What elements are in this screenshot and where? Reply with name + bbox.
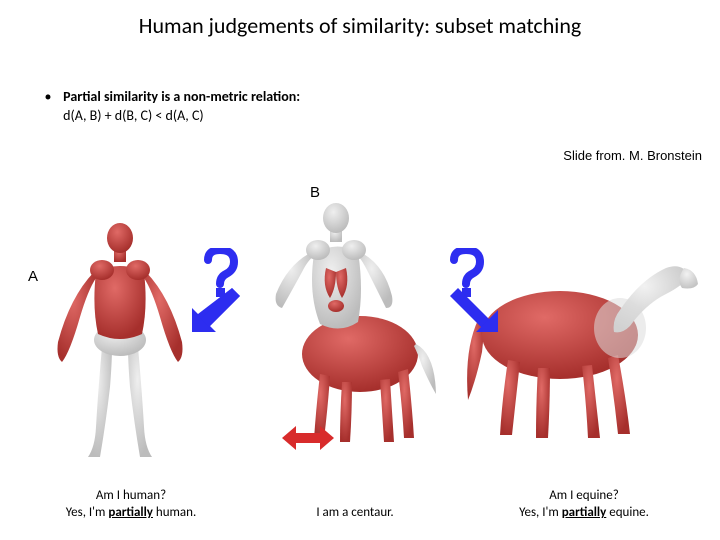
bullet-item: • Partial similarity is a non-metric rel… (36, 88, 300, 124)
caption-c: Am I equine? Yes, I'm partially equine. (474, 487, 694, 522)
figure-human (40, 212, 200, 462)
caption-c-answer: Yes, I'm partially equine. (474, 504, 694, 522)
bullet-marker: • (36, 88, 60, 105)
figure-centaur (250, 194, 450, 454)
arrow-bc-icon (450, 284, 494, 328)
caption-a-question: Am I human? (26, 487, 236, 505)
caption-c-question: Am I equine? (474, 487, 694, 505)
label-a: A (28, 268, 38, 285)
caption-b: I am a centaur. (255, 487, 455, 522)
figure-stage: B A C (0, 176, 720, 476)
bullet-line2: d(A, B) + d(B, C) < d(A, C) (63, 107, 300, 124)
arrow-ab-icon (192, 284, 236, 328)
figure-horse (460, 240, 700, 450)
slide-credit: Slide from. M. Bronstein (563, 148, 702, 163)
slide-title: Human judgements of similarity: subset m… (0, 0, 720, 39)
bullet-line1: Partial similarity is a non-metric relat… (63, 88, 300, 105)
arrow-ac-icon (282, 424, 328, 454)
caption-a-answer: Yes, I'm partially human. (26, 504, 236, 522)
caption-a: Am I human? Yes, I'm partially human. (26, 487, 236, 522)
caption-row: Am I human? Yes, I'm partially human. I … (0, 487, 720, 522)
